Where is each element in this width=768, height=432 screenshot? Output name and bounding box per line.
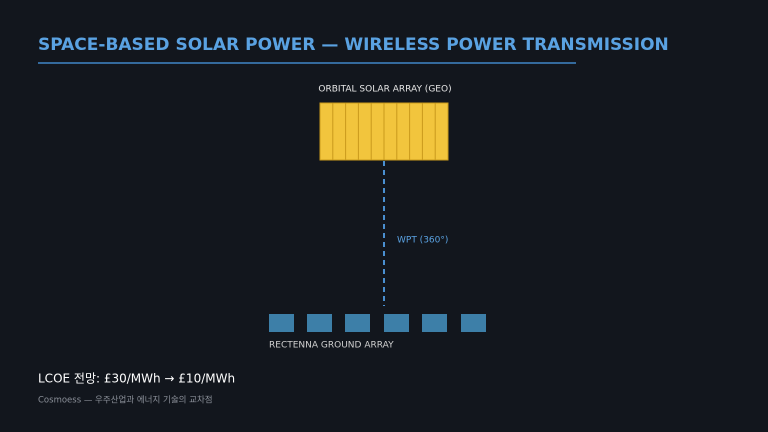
beam-label: WPT (360°) <box>397 236 448 246</box>
rectenna <box>422 314 447 332</box>
rectenna-array <box>269 314 486 332</box>
lcoe-note: LCOE 전망: £30/MWh → £10/MWh <box>38 372 235 386</box>
title: SPACE-BASED SOLAR POWER — WIRELESS POWER… <box>38 35 669 55</box>
rectenna <box>269 314 294 332</box>
credit: Cosmoess — 우주산업과 에너지 기술의 교차점 <box>38 395 213 406</box>
panel-dividers <box>332 103 436 160</box>
rectenna <box>307 314 332 332</box>
rectenna <box>384 314 409 332</box>
space-label: ORBITAL SOLAR ARRAY (GEO) <box>318 85 451 95</box>
rectenna <box>345 314 370 332</box>
solar-array <box>319 102 449 161</box>
rectenna <box>461 314 486 332</box>
ground-label: RECTENNA GROUND ARRAY <box>269 341 394 351</box>
